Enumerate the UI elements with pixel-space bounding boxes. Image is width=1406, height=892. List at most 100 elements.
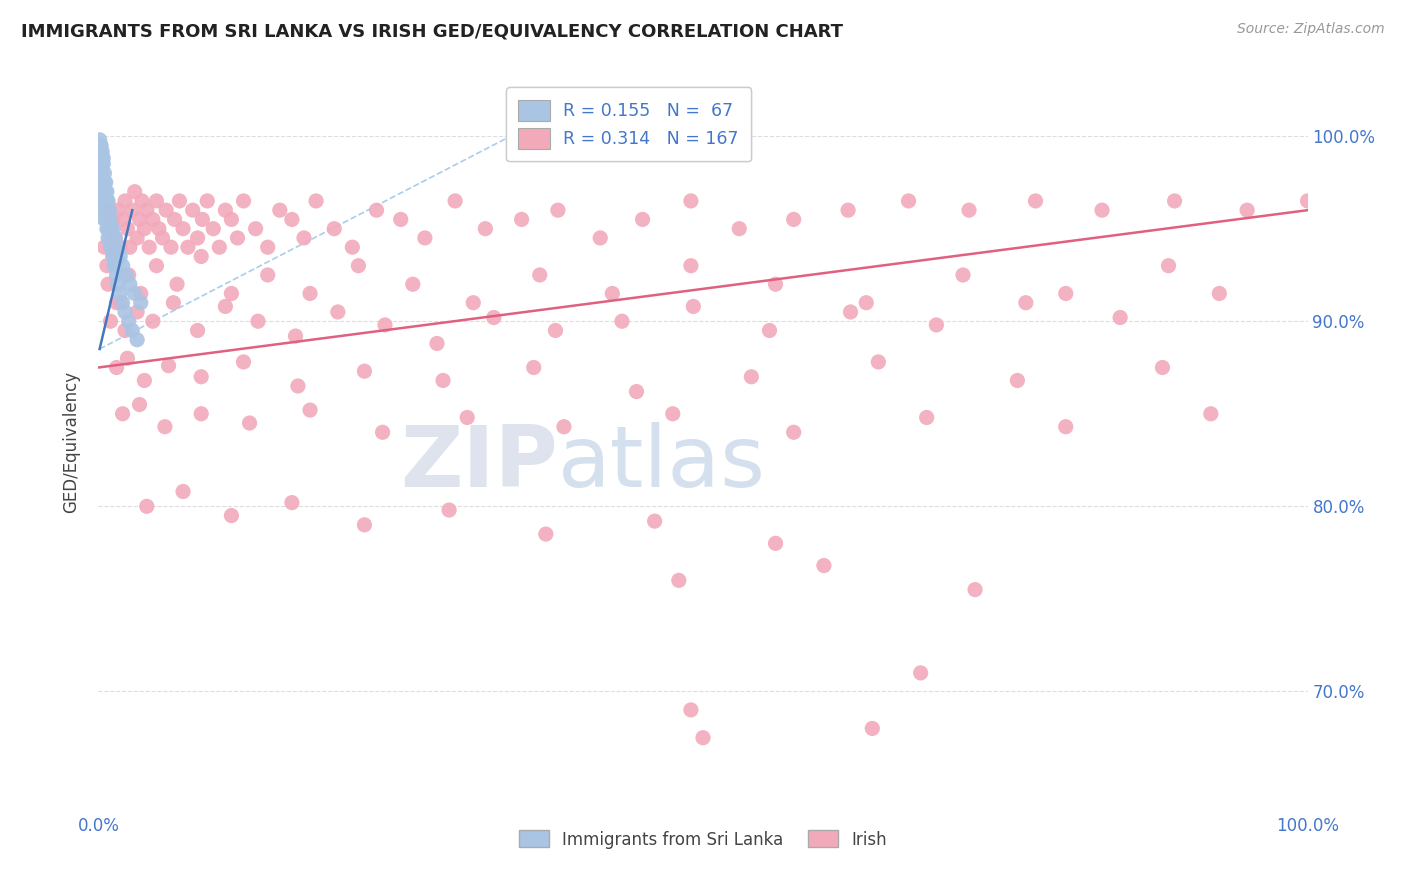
Point: [142, 212, 165, 227]
Point: [96, 185, 118, 199]
Point: [389, 212, 412, 227]
Point: [111, 212, 134, 227]
Point: [97, 203, 120, 218]
Point: [121, 323, 143, 337]
Point: [631, 212, 654, 227]
Point: [101, 212, 124, 227]
Point: [98, 203, 121, 218]
Point: [284, 329, 307, 343]
Point: [135, 203, 157, 218]
Point: [101, 249, 124, 263]
Point: [366, 203, 388, 218]
Point: [108, 249, 131, 263]
Point: [118, 314, 141, 328]
Point: [692, 731, 714, 745]
Point: [957, 203, 980, 218]
Point: [214, 300, 236, 314]
Point: [98, 221, 121, 235]
Point: [105, 268, 128, 282]
Point: [187, 231, 209, 245]
Point: [118, 240, 141, 254]
Point: [482, 310, 505, 325]
Point: [104, 259, 127, 273]
Point: [208, 240, 231, 254]
Point: [108, 286, 131, 301]
Text: ZIP: ZIP: [401, 422, 558, 505]
Point: [103, 259, 125, 273]
Point: [413, 231, 436, 245]
Point: [115, 268, 138, 282]
Point: [142, 314, 165, 328]
Point: [91, 152, 114, 166]
Point: [98, 203, 121, 218]
Point: [93, 203, 115, 218]
Point: [114, 305, 136, 319]
Point: [101, 240, 124, 254]
Point: [155, 203, 177, 218]
Point: [589, 231, 612, 245]
Point: [93, 185, 115, 199]
Point: [91, 175, 114, 190]
Point: [342, 240, 364, 254]
Point: [281, 495, 304, 509]
Point: [371, 425, 394, 440]
Point: [190, 407, 212, 421]
Point: [172, 484, 194, 499]
Point: [432, 374, 454, 388]
Point: [644, 514, 666, 528]
Point: [131, 194, 153, 208]
Point: [256, 268, 278, 282]
Point: [103, 249, 125, 263]
Point: [1199, 407, 1222, 421]
Point: [90, 138, 112, 153]
Point: [129, 286, 152, 301]
Point: [547, 203, 569, 218]
Point: [93, 240, 115, 254]
Point: [94, 203, 117, 218]
Point: [93, 194, 115, 208]
Point: [93, 166, 115, 180]
Point: [93, 175, 115, 190]
Point: [108, 295, 131, 310]
Point: [111, 259, 134, 273]
Point: [456, 410, 478, 425]
Point: [474, 221, 496, 235]
Point: [105, 295, 128, 310]
Point: [1091, 203, 1114, 218]
Point: [100, 221, 122, 235]
Point: [256, 240, 278, 254]
Point: [128, 212, 150, 227]
Point: [765, 536, 787, 550]
Point: [107, 203, 129, 218]
Point: [145, 194, 167, 208]
Point: [121, 203, 143, 218]
Point: [169, 194, 191, 208]
Point: [138, 240, 160, 254]
Point: [91, 203, 114, 218]
Point: [1157, 259, 1180, 273]
Point: [897, 194, 920, 208]
Point: [135, 500, 157, 514]
Point: [145, 259, 167, 273]
Point: [239, 416, 262, 430]
Point: [90, 138, 112, 153]
Point: [97, 231, 120, 245]
Point: [1054, 286, 1077, 301]
Point: [160, 240, 183, 254]
Point: [91, 194, 114, 208]
Point: [97, 221, 120, 235]
Point: [187, 323, 209, 337]
Point: [127, 231, 149, 245]
Point: [97, 212, 120, 227]
Point: [221, 286, 243, 301]
Point: [108, 240, 131, 254]
Point: [100, 231, 122, 245]
Point: [91, 144, 114, 158]
Point: [758, 323, 780, 337]
Point: [98, 231, 121, 245]
Point: [1054, 419, 1077, 434]
Point: [157, 359, 180, 373]
Point: [868, 355, 890, 369]
Point: [96, 221, 118, 235]
Point: [1208, 286, 1230, 301]
